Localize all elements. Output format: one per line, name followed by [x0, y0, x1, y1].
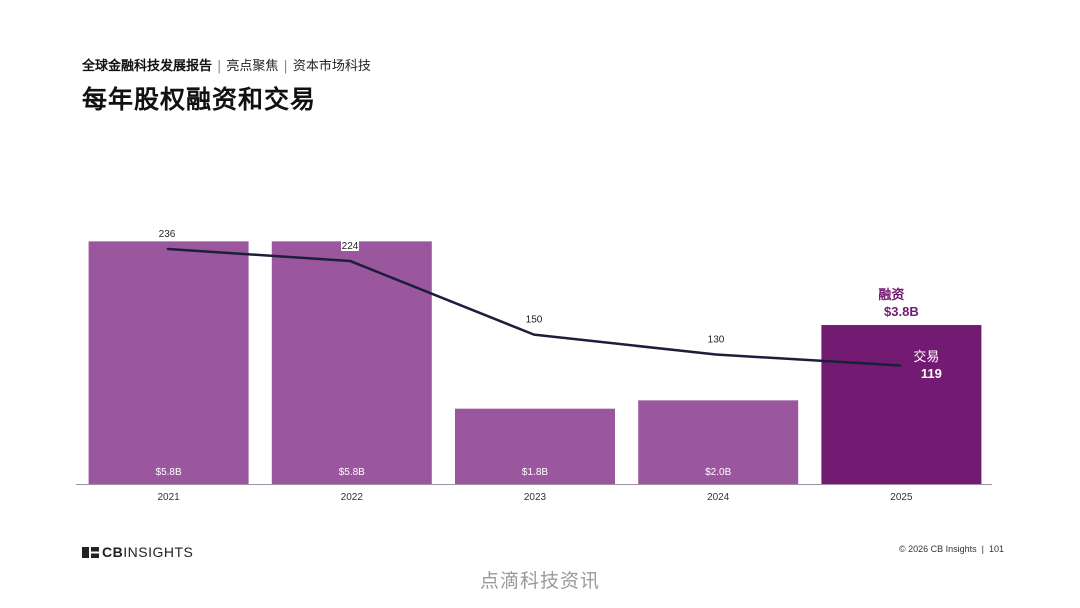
callout-deals-value: 119 — [921, 366, 942, 381]
line-value-label: 150 — [526, 315, 543, 326]
x-tick-label: 2024 — [707, 492, 730, 503]
bar-value-label: $5.8B — [339, 467, 365, 478]
page-number: 101 — [988, 544, 1004, 554]
brand-rest: INSIGHTS — [123, 544, 194, 560]
footer-copyright: © 2026 CB Insights | 101 — [898, 544, 1004, 554]
header-separator: | — [283, 59, 288, 74]
x-tick-label: 2021 — [157, 492, 180, 503]
report-topic: 资本市场科技 — [292, 59, 371, 74]
callout-funding-value: $3.8B — [884, 304, 919, 319]
page-title: 每年股权融资和交易 — [82, 85, 317, 114]
bar-value-label: $2.0B — [705, 467, 731, 478]
callout-deals-label: 交易 — [913, 349, 939, 365]
line-value-label: 224 — [342, 241, 359, 252]
report-header: 全球金融科技发展报告 | 亮点聚焦 | 资本市场科技 — [82, 55, 371, 74]
callout-funding-label: 融资 — [878, 287, 904, 303]
watermark-text: 点滴科技资讯 — [479, 570, 600, 592]
bar-value-label: $5.8B — [156, 467, 182, 478]
brand-bold: CB — [102, 544, 124, 560]
line-value-label: 236 — [159, 229, 176, 240]
x-tick-label: 2022 — [341, 492, 364, 503]
bar-2025 — [821, 325, 982, 484]
bar-2023 — [455, 408, 615, 484]
line-label-bg — [158, 228, 176, 239]
header-separator: | — [217, 59, 222, 74]
copyright-text: © 2026 CB Insights — [898, 544, 977, 554]
cb-logo-icon — [82, 546, 99, 558]
bar-2021 — [88, 241, 249, 484]
cb-insights-logo: CBINSIGHTS — [82, 544, 193, 560]
x-tick-label: 2025 — [890, 492, 913, 503]
report-title: 全球金融科技发展报告 — [82, 59, 213, 74]
deals-line — [166, 247, 902, 367]
x-tick-label: 2023 — [524, 492, 547, 503]
bar-value-label: $1.8B — [522, 467, 548, 478]
bar-2024 — [638, 400, 799, 484]
line-value-label: 130 — [708, 335, 725, 346]
report-section: 亮点聚焦 — [226, 59, 279, 74]
bar-2022 — [271, 241, 432, 484]
line-label-bg — [341, 239, 359, 251]
